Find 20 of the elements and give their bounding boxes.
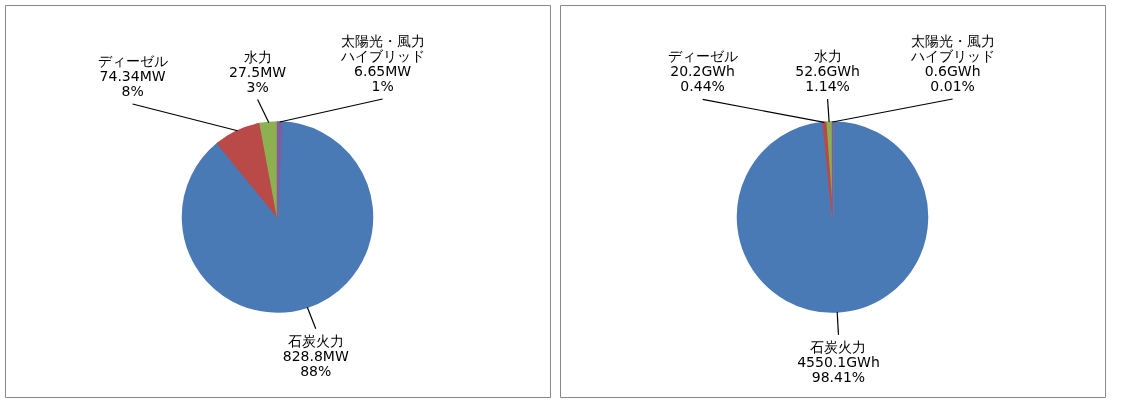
data-label: 828.8MW 88% (282, 347, 349, 379)
slice-label: 石炭火力 (287, 332, 344, 349)
pie-slice (216, 122, 279, 218)
data-label: 27.5MW 3% (229, 63, 287, 95)
data-label: 20.2GWh 0.44% (670, 63, 735, 95)
slice-label: 水力 (813, 48, 842, 65)
slice-label: ディーゼル (97, 53, 168, 69)
slice-label: 水力 (243, 48, 272, 65)
data-label: 4550.1GWh 98.41% (797, 353, 880, 385)
data-label: 0.6GWh 0.01% (924, 63, 981, 94)
data-label: 52.6GWh 1.14% (795, 63, 860, 95)
slice-label: 太陽光・風力ハイブリッド (909, 33, 995, 64)
slice-label: 太陽光・風力ハイブリッド (339, 33, 425, 65)
data-label: 74.34MW 8% (99, 68, 166, 99)
pie-slice (181, 121, 374, 313)
pie-slice (276, 121, 283, 218)
slice-label: ディーゼル (667, 48, 738, 65)
pie-slice (736, 121, 929, 313)
data-label: 6.65MW 1% (354, 63, 412, 95)
slice-label: 石炭火力 (810, 338, 867, 355)
